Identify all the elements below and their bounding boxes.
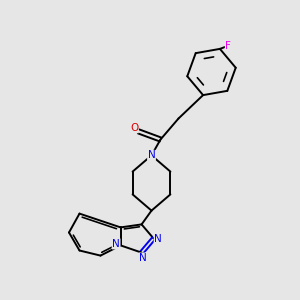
Text: N: N [112, 239, 120, 249]
Text: N: N [148, 150, 155, 161]
Text: F: F [225, 41, 231, 51]
Text: O: O [130, 123, 138, 133]
Text: N: N [154, 233, 162, 244]
Text: N: N [139, 253, 147, 263]
